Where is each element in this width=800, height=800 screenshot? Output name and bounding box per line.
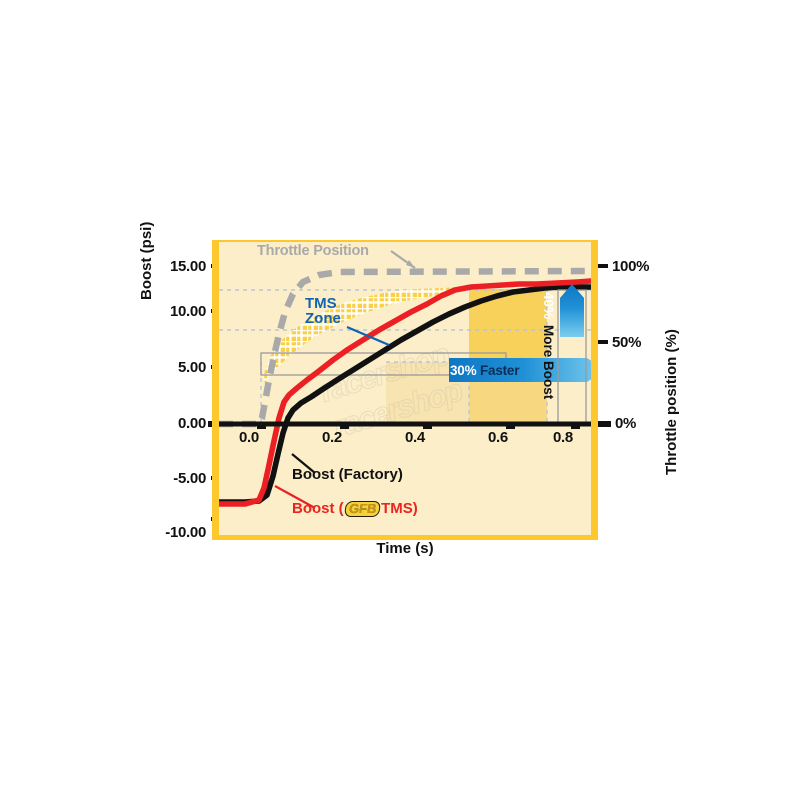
forty-percent-value: 40% xyxy=(541,292,556,320)
x-tick-label: 0.6 xyxy=(488,429,508,446)
plot-area: racershop racershop xyxy=(219,242,591,535)
legend-item-factory: Boost (Factory) xyxy=(292,466,403,483)
x-tick-mark xyxy=(257,422,266,429)
y2-tick-label: 50% xyxy=(612,334,642,351)
y2-tick-mark-zero xyxy=(597,421,611,427)
legend-leader-tms xyxy=(274,485,316,509)
tms-zone-label-line1: TMS xyxy=(305,295,337,312)
x-tick-mark xyxy=(340,422,349,429)
y2-axis-title: Throttle position (%) xyxy=(663,329,680,475)
throttle-position-curve xyxy=(219,267,591,428)
x-tick-mark xyxy=(571,422,580,429)
plot-svg: racershop racershop xyxy=(219,250,591,509)
gfb-logo-icon: GFB xyxy=(343,500,382,517)
throttle-position-label: Throttle Position xyxy=(257,243,369,259)
tms-zone-label-line2: Zone xyxy=(305,310,341,328)
y-axis-title: Boost (psi) xyxy=(138,221,155,300)
plot-panel: racershop racershop xyxy=(212,240,598,540)
y-tick-label: -10.00 xyxy=(165,524,206,541)
y-tick-label: 10.00 xyxy=(169,303,206,320)
legend-tms-suffix: TMS) xyxy=(381,500,418,517)
y-tick-label: 15.00 xyxy=(169,258,206,275)
y-tick-label: 0.00 xyxy=(178,415,206,432)
x-axis-title: Time (s) xyxy=(376,540,434,557)
x-tick-label: 0.4 xyxy=(405,429,425,446)
legend-leader-factory xyxy=(291,453,316,474)
legend-tms-prefix: Boost ( xyxy=(292,500,344,517)
y-tick-label: -5.00 xyxy=(173,470,206,487)
forty-percent-arrow xyxy=(560,284,584,337)
tms-zone-leader xyxy=(346,325,390,347)
legend-item-tms: Boost (GFB TMS) xyxy=(292,500,418,517)
throttle-label-arrow xyxy=(406,260,415,268)
x-tick-label: 0.8 xyxy=(553,429,573,446)
thirty-percent-faster-arrow xyxy=(449,358,591,382)
y2-tick-mark xyxy=(597,340,608,344)
y2-tick-label: 0% xyxy=(615,415,637,432)
tms-zone-label: TMS Zone xyxy=(305,296,341,327)
more-boost-label: More Boost xyxy=(541,325,556,400)
x-tick-label: 0.0 xyxy=(239,429,259,446)
x-tick-label: 0.2 xyxy=(322,429,342,446)
x-tick-mark xyxy=(423,422,432,429)
boost-tms-curve xyxy=(219,278,591,507)
y-tick-label: 5.00 xyxy=(178,359,206,376)
y2-tick-mark xyxy=(597,264,608,268)
faster-word: Faster xyxy=(476,363,520,378)
thirty-percent-value: 30% xyxy=(450,363,477,378)
thirty-percent-faster-label: 30% Faster xyxy=(450,363,519,378)
tms-zone-hatch xyxy=(263,287,467,384)
boost-factory-curve xyxy=(219,284,591,505)
x-tick-mark xyxy=(506,422,515,429)
y2-tick-label: 100% xyxy=(612,258,650,275)
